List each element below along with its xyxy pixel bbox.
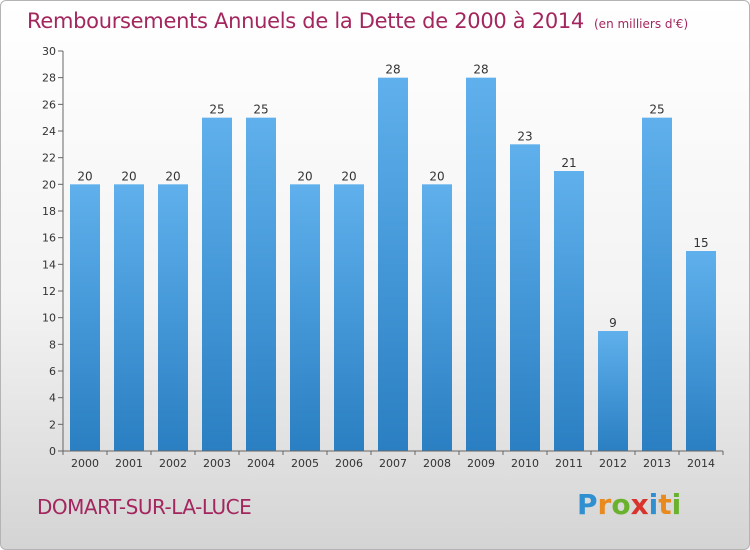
bar-2008 bbox=[422, 184, 452, 452]
y-tick-label: 10 bbox=[42, 312, 56, 325]
value-label: 28 bbox=[385, 63, 400, 77]
chart-title: Remboursements Annuels de la Dette de 20… bbox=[27, 9, 688, 33]
y-tick-label: 26 bbox=[42, 98, 56, 111]
y-tick-label: 12 bbox=[42, 285, 56, 298]
bar-2010 bbox=[510, 144, 540, 452]
y-tick-label: 16 bbox=[42, 232, 56, 245]
logo-letter: P bbox=[577, 488, 598, 521]
y-tick-label: 24 bbox=[42, 125, 56, 138]
y-tick-label: 6 bbox=[49, 365, 56, 378]
x-tick-label: 2007 bbox=[379, 457, 407, 470]
x-tick-label: 2005 bbox=[291, 457, 319, 470]
x-tick-label: 2010 bbox=[511, 457, 539, 470]
y-tick-label: 28 bbox=[42, 72, 56, 85]
bar-2000 bbox=[70, 184, 100, 452]
y-tick-label: 18 bbox=[42, 205, 56, 218]
x-tick-label: 2012 bbox=[599, 457, 627, 470]
value-label: 20 bbox=[297, 169, 312, 183]
bar-2011 bbox=[554, 171, 584, 451]
y-tick-label: 0 bbox=[49, 445, 56, 458]
value-label: 21 bbox=[561, 156, 576, 170]
bars-group: 20 20 20 25 25 20 20 28 20 28 23 21 9 25 15 bbox=[70, 63, 716, 452]
value-label: 25 bbox=[253, 103, 268, 117]
proxiti-logo: Proxiti bbox=[577, 488, 681, 521]
x-tick-label: 2002 bbox=[159, 457, 187, 470]
x-tick-label: 2000 bbox=[71, 457, 99, 470]
value-label: 25 bbox=[649, 103, 664, 117]
bar-2001 bbox=[114, 184, 144, 452]
bar-2012 bbox=[598, 331, 628, 451]
x-tick-label: 2011 bbox=[555, 457, 583, 470]
logo-letter: r bbox=[597, 488, 612, 521]
value-label: 25 bbox=[209, 103, 224, 117]
bar-2009 bbox=[466, 77, 496, 452]
bar-2007 bbox=[378, 77, 408, 452]
x-tick-label: 2001 bbox=[115, 457, 143, 470]
logo-letter: x bbox=[630, 488, 649, 521]
value-label: 9 bbox=[609, 316, 617, 330]
bar-2014 bbox=[686, 251, 716, 451]
axes-group: 2000 2001 2002 2003 2004 2005 2006 2007 2008 2009… bbox=[42, 45, 724, 470]
y-tick-label: 22 bbox=[42, 152, 56, 165]
value-label: 20 bbox=[429, 169, 444, 183]
x-tick-label: 2003 bbox=[203, 457, 231, 470]
value-label: 20 bbox=[341, 169, 356, 183]
x-tick-label: 2008 bbox=[423, 457, 451, 470]
y-tick-label: 20 bbox=[42, 178, 56, 191]
x-tick-label: 2014 bbox=[687, 457, 715, 470]
chart-title-text: Remboursements Annuels de la Dette de 20… bbox=[27, 9, 584, 33]
x-tick-label: 2013 bbox=[643, 457, 671, 470]
x-tick-label: 2006 bbox=[335, 457, 363, 470]
x-tick-label: 2009 bbox=[467, 457, 495, 470]
value-label: 20 bbox=[77, 169, 92, 183]
bar-2005 bbox=[290, 184, 320, 452]
y-tick-label: 2 bbox=[49, 418, 56, 431]
logo-letter: o bbox=[611, 488, 631, 521]
bar-2006 bbox=[334, 184, 364, 452]
bar-2002 bbox=[158, 184, 188, 452]
value-label: 20 bbox=[165, 169, 180, 183]
chart-unit: (en milliers d'€) bbox=[594, 17, 689, 31]
y-tick-label: 8 bbox=[49, 338, 56, 351]
bar-2004 bbox=[246, 117, 276, 452]
x-tick-label: 2004 bbox=[247, 457, 275, 470]
value-label: 15 bbox=[693, 236, 708, 250]
logo-letter: i bbox=[648, 488, 659, 521]
value-label: 20 bbox=[121, 169, 136, 183]
y-tick-label: 4 bbox=[49, 392, 56, 405]
logo-letter: t bbox=[658, 488, 672, 521]
y-tick-label: 30 bbox=[42, 45, 56, 58]
bar-2003 bbox=[202, 117, 232, 452]
commune-name: DOMART-SUR-LA-LUCE bbox=[37, 495, 252, 519]
bar-2013 bbox=[642, 117, 672, 452]
logo-letter: i bbox=[671, 488, 682, 521]
value-label: 28 bbox=[473, 63, 488, 77]
y-tick-label: 14 bbox=[42, 258, 56, 271]
value-label: 23 bbox=[517, 129, 532, 143]
